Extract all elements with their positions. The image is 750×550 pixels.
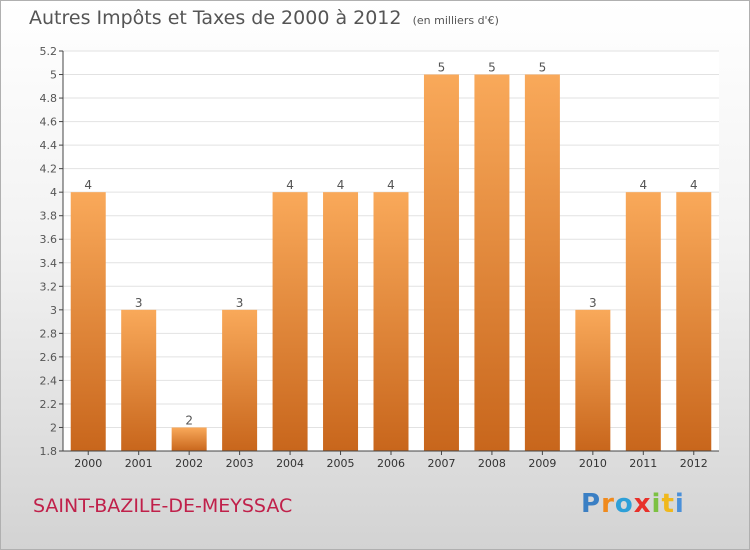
y-tick-label: 4.6 <box>40 116 58 129</box>
bar <box>222 309 258 451</box>
bar <box>272 192 308 452</box>
y-tick-label: 5 <box>50 69 57 82</box>
x-tick-label: 2008 <box>478 457 506 470</box>
y-tick-label: 3.6 <box>40 233 58 246</box>
data-label: 5 <box>438 61 446 75</box>
x-tick-label: 2004 <box>276 457 304 470</box>
bar <box>70 192 106 452</box>
data-label: 4 <box>286 178 294 192</box>
y-tick-label: 4 <box>50 186 57 199</box>
bar <box>474 74 510 451</box>
bar <box>524 74 560 451</box>
x-tick-label: 2000 <box>74 457 102 470</box>
bar <box>575 309 611 451</box>
x-tick-label: 2011 <box>629 457 657 470</box>
x-tick-label: 2001 <box>125 457 153 470</box>
data-label: 4 <box>387 178 395 192</box>
data-label: 5 <box>539 61 547 75</box>
y-tick-label: 4.8 <box>40 92 58 105</box>
data-label: 3 <box>236 296 244 310</box>
y-tick-label: 4.4 <box>40 139 58 152</box>
y-tick-label: 3.8 <box>40 210 58 223</box>
y-tick-label: 2 <box>50 421 57 434</box>
bar <box>171 427 207 451</box>
y-tick-label: 2.2 <box>40 398 58 411</box>
y-tick-label: 2.6 <box>40 351 58 364</box>
proxiti-logo: Proxiti <box>581 489 685 519</box>
data-label: 4 <box>84 178 92 192</box>
chart-title: Autres Impôts et Taxes de 2000 à 2012 <box>29 7 402 29</box>
data-label: 3 <box>589 296 597 310</box>
y-tick-label: 1.8 <box>40 445 58 458</box>
x-tick-label: 2007 <box>427 457 455 470</box>
bar <box>121 309 157 451</box>
x-tick-label: 2010 <box>579 457 607 470</box>
y-tick-label: 3 <box>50 304 57 317</box>
data-label: 4 <box>690 178 698 192</box>
y-tick-label: 4.2 <box>40 163 58 176</box>
data-label: 5 <box>488 61 496 75</box>
commune-name: SAINT-BAZILE-DE-MEYSSAC <box>33 495 293 517</box>
chart-title-block: Autres Impôts et Taxes de 2000 à 2012 (e… <box>29 7 499 29</box>
bar <box>323 192 359 452</box>
x-tick-label: 2012 <box>680 457 708 470</box>
y-tick-label: 3.4 <box>40 257 58 270</box>
bar <box>676 192 712 452</box>
x-tick-label: 2005 <box>327 457 355 470</box>
data-label: 2 <box>185 413 193 427</box>
x-tick-label: 2006 <box>377 457 405 470</box>
bar <box>625 192 661 452</box>
y-tick-label: 2.4 <box>40 374 58 387</box>
data-label: 4 <box>639 178 647 192</box>
y-tick-label: 5.2 <box>40 45 58 58</box>
bar <box>373 192 409 452</box>
x-tick-label: 2009 <box>528 457 556 470</box>
y-tick-label: 3.2 <box>40 280 58 293</box>
bar <box>423 74 459 451</box>
chart-unit: (en milliers d'€) <box>412 14 499 27</box>
data-label: 3 <box>135 296 143 310</box>
x-tick-label: 2002 <box>175 457 203 470</box>
data-label: 4 <box>337 178 345 192</box>
x-tick-label: 2003 <box>226 457 254 470</box>
y-tick-label: 2.8 <box>40 327 58 340</box>
